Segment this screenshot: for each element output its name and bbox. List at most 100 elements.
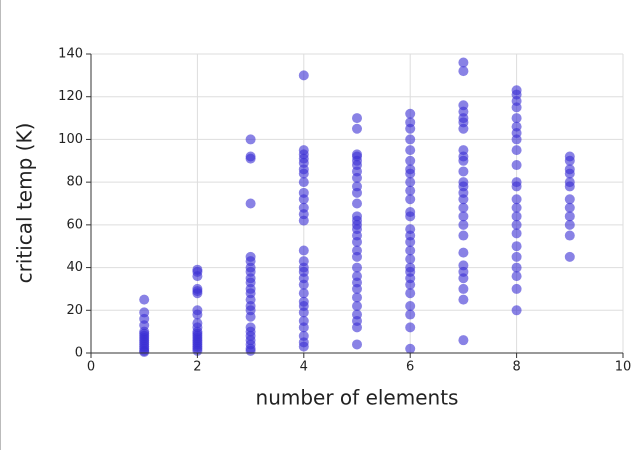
x-tick-label: 6: [406, 360, 414, 375]
point: [511, 202, 522, 213]
point: [511, 211, 522, 222]
point: [458, 202, 469, 213]
point: [458, 230, 469, 241]
point: [245, 198, 256, 209]
point: [245, 134, 256, 145]
point: [352, 292, 362, 303]
point: [405, 155, 416, 166]
point: [352, 251, 362, 262]
y-axis-label: critical temp (K): [13, 123, 37, 284]
point: [511, 262, 522, 273]
point: [352, 236, 362, 247]
y-tick-label: 100: [58, 132, 83, 147]
point: [298, 194, 309, 205]
point: [511, 219, 522, 230]
point: [405, 245, 416, 256]
point: [458, 155, 469, 166]
y-tick-label: 60: [66, 217, 83, 232]
x-tick-label: 0: [87, 360, 95, 375]
point: [511, 160, 522, 171]
point: [458, 211, 469, 222]
x-tick-label: 8: [512, 360, 520, 375]
point: [458, 294, 469, 305]
point: [405, 322, 416, 333]
point: [564, 168, 575, 179]
point: [511, 251, 522, 262]
y-tick-label: 0: [75, 346, 83, 361]
point: [352, 262, 362, 273]
point: [139, 294, 150, 305]
point: [564, 219, 575, 230]
point: [298, 177, 309, 188]
point: [192, 288, 203, 299]
point: [245, 153, 256, 164]
point: [458, 273, 469, 284]
point: [298, 279, 309, 290]
point: [511, 241, 522, 252]
point: [298, 322, 309, 333]
x-tick-label: 4: [300, 360, 308, 375]
point: [352, 172, 362, 183]
point: [139, 346, 150, 357]
point: [458, 247, 469, 258]
point: [564, 194, 575, 205]
x-tick-label: 2: [193, 360, 201, 375]
point: [352, 123, 362, 134]
point: [405, 309, 416, 320]
y-tick-label: 80: [66, 175, 83, 190]
point: [245, 311, 256, 322]
point: [405, 134, 416, 145]
point: [458, 283, 469, 294]
point: [298, 245, 309, 256]
point: [458, 66, 469, 77]
point: [352, 339, 362, 350]
point: [564, 155, 575, 166]
y-tick-label: 40: [66, 260, 83, 275]
point: [564, 251, 575, 262]
point: [352, 113, 362, 124]
point: [405, 254, 416, 265]
y-tick-label: 120: [58, 89, 83, 104]
point: [245, 345, 256, 356]
point: [458, 219, 469, 230]
point: [405, 168, 416, 179]
point: [564, 202, 575, 213]
point: [352, 283, 362, 294]
point: [511, 113, 522, 124]
y-tick-label: 140: [58, 47, 83, 62]
point: [405, 145, 416, 156]
point: [405, 301, 416, 312]
point: [511, 305, 522, 316]
point: [458, 57, 469, 68]
point: [405, 185, 416, 196]
points: [139, 57, 575, 357]
point: [298, 341, 309, 352]
point: [458, 194, 469, 205]
point: [298, 307, 309, 318]
point: [511, 102, 522, 113]
point: [298, 215, 309, 226]
point: [192, 309, 203, 320]
point: [298, 288, 309, 299]
point: [405, 108, 416, 119]
point: [405, 211, 416, 222]
point: [564, 230, 575, 241]
point: [352, 198, 362, 209]
point: [298, 168, 309, 179]
point: [564, 181, 575, 192]
point: [405, 177, 416, 188]
point: [511, 194, 522, 205]
point: [564, 211, 575, 222]
point: [458, 335, 469, 346]
point: [405, 123, 416, 134]
point: [405, 236, 416, 247]
point: [405, 288, 416, 299]
point: [511, 134, 522, 145]
point: [511, 181, 522, 192]
x-axis-label: number of elements: [256, 386, 459, 410]
point: [511, 145, 522, 156]
point: [405, 279, 416, 290]
point: [458, 123, 469, 134]
